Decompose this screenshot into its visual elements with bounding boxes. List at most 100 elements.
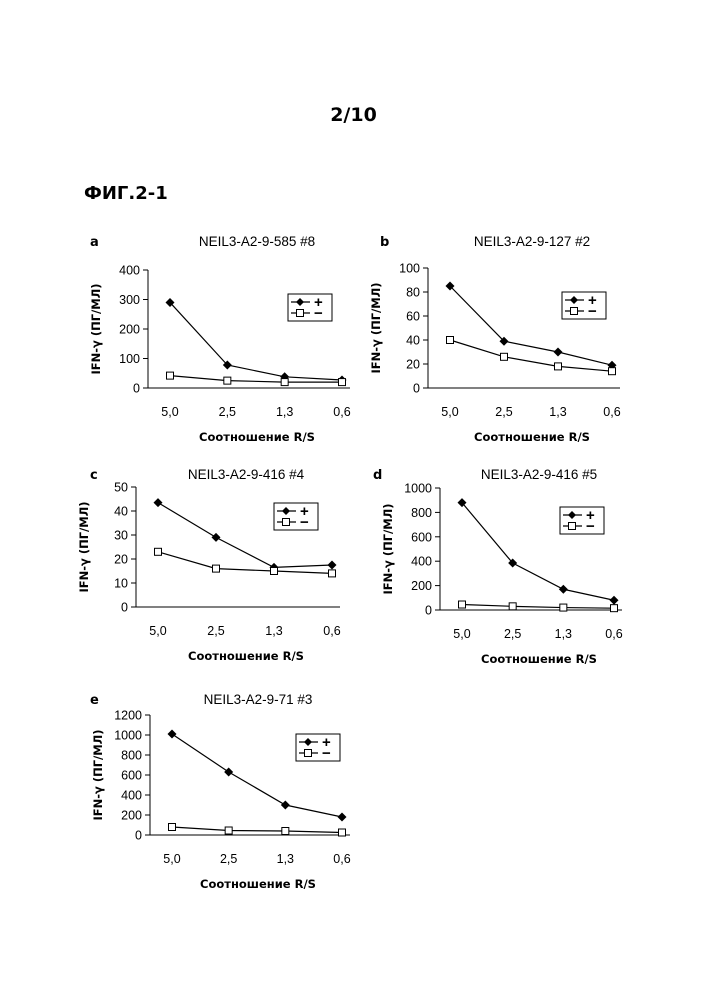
legend-marker-minus [283,519,290,526]
series-minus-line [462,605,614,609]
chart-b: bNEIL3-A2-9-127 #20204060801005,02,51,30… [360,228,660,450]
data-point-minus [167,372,174,379]
chart-title: NEIL3-A2-9-416 #4 [188,467,305,482]
data-point-plus [168,730,177,739]
x-tick-label: 0,6 [605,627,622,641]
data-point-minus [501,353,508,360]
y-tick-label: 200 [121,809,142,823]
x-tick-label: 2,5 [219,405,236,419]
data-point-minus [329,570,336,577]
x-tick-label: 0,6 [323,624,340,638]
y-axis-title: IFN-γ (ПГ/МЛ) [91,729,105,820]
y-tick-label: 0 [133,382,140,396]
y-tick-label: 100 [119,352,140,366]
y-tick-label: 200 [119,323,140,337]
y-tick-label: 30 [114,529,128,543]
chart-title: NEIL3-A2-9-416 #5 [481,467,597,482]
legend-label: − [300,514,309,531]
data-point-minus [611,605,618,612]
x-tick-label: 1,3 [277,852,294,866]
y-tick-label: 0 [135,829,142,843]
data-point-minus [339,829,346,836]
x-tick-label: 2,5 [495,405,512,419]
y-tick-label: 1000 [404,482,432,496]
y-tick-label: 0 [413,382,420,396]
legend-box [562,292,606,319]
x-tick-label: 0,6 [333,852,350,866]
legend-label: − [322,745,331,762]
data-point-minus [339,379,346,386]
y-tick-label: 20 [114,553,128,567]
panel-letter: e [90,693,99,708]
x-tick-label: 5,0 [441,405,458,419]
y-tick-label: 600 [121,769,142,783]
x-tick-label: 0,6 [333,405,350,419]
series-minus-line [172,827,342,833]
y-tick-label: 10 [114,577,128,591]
y-tick-label: 800 [411,506,432,520]
legend-box [560,507,604,534]
y-tick-label: 800 [121,749,142,763]
data-point-plus [610,596,619,605]
figure-label: ФИГ.2-1 [84,183,168,204]
panel-letter: d [373,468,382,483]
chart-title: NEIL3-A2-9-585 #8 [199,234,315,249]
x-tick-label: 0,6 [603,405,620,419]
x-tick-label: 5,0 [163,852,180,866]
y-tick-label: 60 [406,310,420,324]
data-point-minus [282,828,289,835]
legend-label: − [588,303,597,320]
data-point-plus [559,585,568,594]
y-tick-label: 400 [411,555,432,569]
y-tick-label: 0 [121,601,128,615]
panel-letter: a [90,235,99,250]
data-point-plus [224,768,233,777]
y-tick-label: 200 [411,579,432,593]
data-point-plus [281,801,290,810]
data-point-minus [271,568,278,575]
data-point-minus [447,337,454,344]
data-point-minus [281,379,288,386]
series-minus-line [158,552,332,574]
data-point-minus [213,565,220,572]
y-tick-label: 400 [121,789,142,803]
y-tick-label: 0 [425,604,432,618]
page-number: 2/10 [0,104,707,126]
data-point-minus [509,603,516,610]
x-tick-label: 1,3 [276,405,293,419]
legend-label: − [314,305,323,322]
y-tick-label: 600 [411,530,432,544]
y-tick-label: 400 [119,264,140,278]
chart-title: NEIL3-A2-9-127 #2 [474,234,590,249]
x-axis-title: Соотношение R/S [188,649,304,663]
x-tick-label: 5,0 [149,624,166,638]
data-point-minus [609,368,616,375]
x-tick-label: 1,3 [555,627,572,641]
data-point-minus [555,363,562,370]
x-axis-title: Соотношение R/S [199,430,315,444]
y-tick-label: 40 [406,334,420,348]
x-tick-label: 2,5 [220,852,237,866]
series-minus-line [450,340,612,371]
y-axis-title: IFN-γ (ПГ/МЛ) [369,282,383,373]
x-tick-label: 2,5 [207,624,224,638]
x-tick-label: 1,3 [265,624,282,638]
y-tick-label: 20 [406,358,420,372]
legend-box [296,734,340,761]
data-point-plus [154,498,163,507]
x-tick-label: 5,0 [161,405,178,419]
y-tick-label: 80 [406,286,420,300]
y-tick-label: 1200 [114,709,142,723]
y-axis-title: IFN-γ (ПГ/МЛ) [89,283,103,374]
x-axis-title: Соотношение R/S [481,652,597,666]
y-axis-title: IFN-γ (ПГ/МЛ) [381,503,395,594]
legend-box [288,294,332,321]
chart-c: cNEIL3-A2-9-416 #4010203040505,02,51,30,… [60,455,360,677]
data-point-minus [459,601,466,608]
y-tick-label: 300 [119,293,140,307]
legend-marker-minus [297,310,304,317]
legend-box [274,503,318,530]
x-axis-title: Соотношение R/S [474,430,590,444]
data-point-plus [328,561,337,570]
x-tick-label: 1,3 [549,405,566,419]
